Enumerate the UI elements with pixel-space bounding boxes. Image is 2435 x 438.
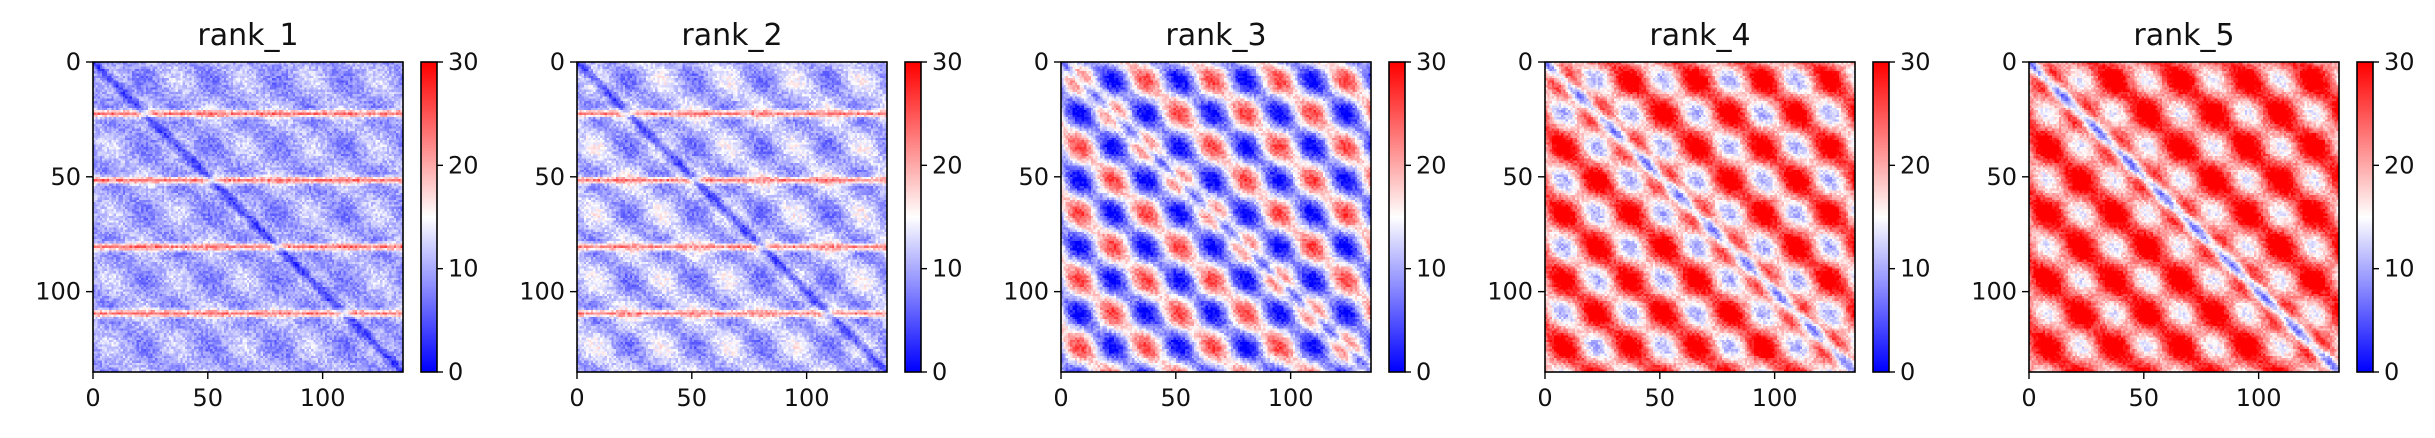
axes-frame (92, 61, 404, 373)
heatmap-panel-1: rank_1 0 50 100 0 50 100 0 10 20 30 (35, 18, 478, 412)
x-tick-label: 100 (300, 384, 346, 412)
colorbar (2357, 62, 2373, 372)
axes-frame (1060, 61, 1372, 373)
colorbar-tick-label: 10 (1900, 255, 1931, 283)
panel-title: rank_3 (1165, 18, 1266, 53)
x-tick-label: 50 (1645, 384, 1676, 412)
y-tick-label: 0 (66, 48, 81, 76)
y-tick-label: 50 (50, 163, 81, 191)
colorbar-tick-label: 10 (932, 255, 963, 283)
y-tick-label: 50 (534, 163, 565, 191)
colorbar-frame (420, 61, 438, 373)
colorbar-tick-label: 0 (448, 358, 463, 386)
panel-title: rank_1 (197, 18, 298, 53)
y-tick-label: 100 (35, 278, 81, 306)
y-tick-label: 100 (1487, 278, 1533, 306)
heatmap-panel-4: rank_4 0 50 100 0 50 100 0 10 20 30 (1487, 18, 1930, 412)
y-tick-label: 100 (1971, 278, 2017, 306)
x-tick-label: 50 (677, 384, 708, 412)
x-tick-label: 100 (784, 384, 830, 412)
colorbar-frame (904, 61, 922, 373)
colorbar-tick-label: 0 (1416, 358, 1431, 386)
x-tick-label: 50 (2129, 384, 2160, 412)
panel-title: rank_2 (681, 18, 782, 53)
heatmap-cells (1545, 62, 1855, 372)
y-tick-label: 0 (1034, 48, 1049, 76)
x-tick-label: 100 (1752, 384, 1798, 412)
colorbar-tick-label: 10 (448, 255, 479, 283)
colorbar-tick-label: 20 (1900, 151, 1931, 179)
y-tick-label: 0 (2002, 48, 2017, 76)
colorbar (1873, 62, 1889, 372)
x-tick-label: 50 (193, 384, 224, 412)
x-tick-label: 0 (85, 384, 100, 412)
colorbar-frame (1872, 61, 1890, 373)
colorbar-frame (1388, 61, 1406, 373)
colorbar-tick-label: 10 (1416, 255, 1447, 283)
heatmap-panel-5: rank_5 0 50 100 0 50 100 0 10 20 30 (1971, 18, 2414, 412)
panel-title: rank_5 (2133, 18, 2234, 53)
colorbar-tick-label: 20 (1416, 151, 1447, 179)
x-tick-label: 100 (1268, 384, 1314, 412)
colorbar-tick-label: 20 (932, 151, 963, 179)
axes-frame (576, 61, 888, 373)
colorbar-frame (2356, 61, 2374, 373)
x-tick-label: 100 (2236, 384, 2282, 412)
x-tick-label: 0 (569, 384, 584, 412)
colorbar-tick-label: 10 (2384, 255, 2415, 283)
heatmap-cells (93, 62, 403, 372)
colorbar-tick-label: 30 (1900, 48, 1931, 76)
heatmap-panel-3: rank_3 0 50 100 0 50 100 0 10 20 30 (1003, 18, 1446, 412)
colorbar-tick-label: 20 (2384, 151, 2415, 179)
y-tick-label: 0 (550, 48, 565, 76)
y-tick-label: 100 (1003, 278, 1049, 306)
colorbar-tick-label: 0 (932, 358, 947, 386)
heatmap-panel-2: rank_2 0 50 100 0 50 100 0 10 20 30 (519, 18, 962, 412)
axes-frame (1544, 61, 1856, 373)
y-tick-label: 0 (1518, 48, 1533, 76)
x-tick-label: 50 (1161, 384, 1192, 412)
heatmap-cells (577, 62, 887, 372)
x-tick-label: 0 (2021, 384, 2036, 412)
y-tick-label: 50 (1986, 163, 2017, 191)
panel-title: rank_4 (1649, 18, 1750, 53)
colorbar-tick-label: 30 (1416, 48, 1447, 76)
colorbar (421, 62, 437, 372)
heatmap-cells (2029, 62, 2339, 372)
x-tick-label: 0 (1053, 384, 1068, 412)
colorbar (905, 62, 921, 372)
colorbar-tick-label: 30 (2384, 48, 2415, 76)
y-tick-label: 100 (519, 278, 565, 306)
heatmap-cells (1061, 62, 1371, 372)
colorbar-tick-label: 30 (932, 48, 963, 76)
colorbar (1389, 62, 1405, 372)
colorbar-tick-label: 0 (2384, 358, 2399, 386)
axes-frame (2028, 61, 2340, 373)
colorbar-tick-label: 30 (448, 48, 479, 76)
colorbar-tick-label: 0 (1900, 358, 1915, 386)
colorbar-tick-label: 20 (448, 151, 479, 179)
y-tick-label: 50 (1502, 163, 1533, 191)
x-tick-label: 0 (1537, 384, 1552, 412)
y-tick-label: 50 (1018, 163, 1049, 191)
